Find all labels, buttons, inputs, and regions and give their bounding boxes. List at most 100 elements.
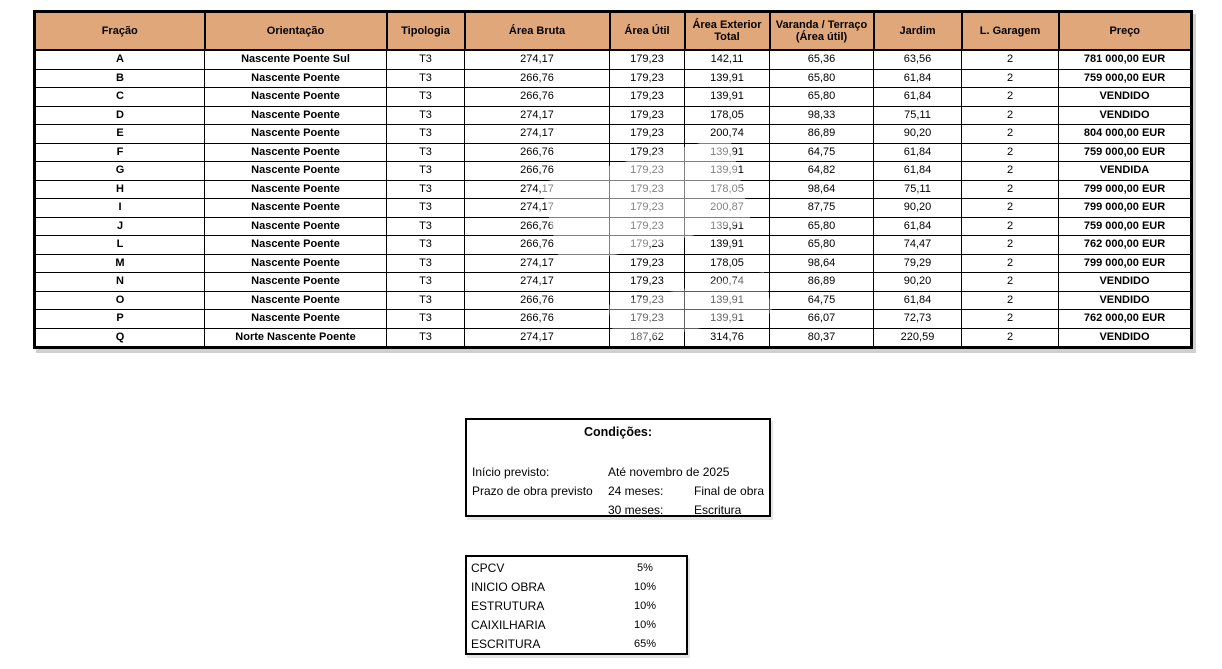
cell-area-util: 179,23 [609, 68, 685, 88]
cell-preco: VENDIDA [1058, 161, 1192, 181]
cell-l-garagem: 2 [961, 142, 1059, 162]
cell-orientacao: Nascente Poente [204, 142, 387, 162]
cell-area-exterior-total: 200,74 [684, 272, 770, 292]
payment-value: 10% [633, 581, 657, 593]
payment-label: ESTRUTURA [471, 599, 545, 613]
cell-tipologia: T3 [386, 272, 465, 292]
cell-l-garagem: 2 [961, 87, 1059, 107]
cell-jardim: 61,84 [873, 161, 962, 181]
cell-fracao: M [34, 253, 205, 273]
cell-area-exterior-total: 139,91 [684, 290, 770, 310]
cell-area-bruta: 274,17 [464, 327, 610, 348]
cell-area-exterior-total: 314,76 [684, 327, 770, 348]
cell-area-exterior-total: 178,05 [684, 179, 770, 199]
condition-value: Até novembro de 2025 [608, 465, 730, 479]
table-row: F Nascente Poente T3 266,76 179,23 139,91 64,7… [34, 142, 1192, 162]
cell-fracao: G [34, 161, 205, 181]
cell-area-util: 179,23 [609, 124, 685, 144]
cell-fracao: B [34, 68, 205, 88]
cell-orientacao: Nascente Poente [204, 253, 387, 273]
cell-orientacao: Nascente Poente [204, 68, 387, 88]
cell-orientacao: Nascente Poente Sul [204, 49, 387, 70]
conditions-title: Condições: [583, 425, 653, 439]
cell-tipologia: T3 [386, 124, 465, 144]
cell-fracao: D [34, 105, 205, 125]
cell-area-bruta: 274,17 [464, 105, 610, 125]
cell-l-garagem: 2 [961, 290, 1059, 310]
cell-l-garagem: 2 [961, 49, 1059, 70]
cell-orientacao: Nascente Poente [204, 198, 387, 218]
cell-fracao: I [34, 198, 205, 218]
cell-area-util: 179,23 [609, 161, 685, 181]
cell-area-exterior-total: 139,91 [684, 309, 770, 329]
cell-tipologia: T3 [386, 68, 465, 88]
table-row: M Nascente Poente T3 274,17 179,23 178,05 98,6… [34, 253, 1192, 273]
cell-area-exterior-total: 200,87 [684, 198, 770, 218]
condition-extra: Final de obra [694, 484, 765, 498]
table-row: J Nascente Poente T3 266,76 179,23 139,91 65,8… [34, 216, 1192, 236]
condition-extra: Escritura [694, 503, 742, 517]
conditions-box: Condições: Início previsto: Até novembro… [465, 418, 771, 517]
cell-tipologia: T3 [386, 179, 465, 199]
cell-preco: 804 000,00 EUR [1058, 124, 1192, 144]
cell-varanda-terraco: 87,75 [769, 198, 874, 218]
cell-area-exterior-total: 139,91 [684, 161, 770, 181]
cell-orientacao: Norte Nascente Poente [204, 327, 387, 348]
cell-area-util: 179,23 [609, 105, 685, 125]
cell-area-exterior-total: 139,91 [684, 235, 770, 255]
header-area-exterior-total: Área Exterior Total [683, 10, 771, 51]
cell-jardim: 61,84 [873, 142, 962, 162]
table-row: E Nascente Poente T3 274,17 179,23 200,74 86,8… [34, 124, 1192, 144]
cell-area-bruta: 266,76 [464, 87, 610, 107]
cell-area-util: 179,23 [609, 272, 685, 292]
cell-fracao: P [34, 309, 205, 329]
cell-tipologia: T3 [386, 49, 465, 70]
payments-box: CPCV 5% INICIO OBRA 10% ESTRUTURA 10% CAIXILHA… [465, 555, 688, 655]
cell-area-util: 179,23 [609, 179, 685, 199]
cell-area-bruta: 266,76 [464, 309, 610, 329]
cell-area-bruta: 274,17 [464, 124, 610, 144]
cell-fracao: L [34, 235, 205, 255]
conditions-row: 30 meses: Escritura [472, 501, 769, 520]
cell-area-util: 179,23 [609, 87, 685, 107]
payment-row: ESTRUTURA 10% [467, 597, 686, 616]
cell-preco: 759 000,00 EUR [1058, 216, 1192, 236]
cell-tipologia: T3 [386, 105, 465, 125]
cell-orientacao: Nascente Poente [204, 216, 387, 236]
cell-area-util: 179,23 [609, 290, 685, 310]
cell-area-bruta: 274,17 [464, 253, 610, 273]
cell-tipologia: T3 [386, 253, 465, 273]
conditions-row: Início previsto: Até novembro de 2025 [472, 463, 769, 482]
payment-value: 5% [637, 562, 653, 574]
cell-jardim: 61,84 [873, 87, 962, 107]
cell-l-garagem: 2 [961, 253, 1059, 273]
cell-preco: 799 000,00 EUR [1058, 198, 1192, 218]
condition-value: 24 meses: [608, 484, 664, 498]
cell-preco: 799 000,00 EUR [1058, 179, 1192, 199]
cell-preco: VENDIDO [1058, 87, 1192, 107]
header-varanda-terraco: Varanda / Terraço (Área útil) [768, 10, 875, 51]
header-area-util: Área Útil [608, 10, 686, 51]
condition-extra [694, 463, 769, 482]
cell-l-garagem: 2 [961, 216, 1059, 236]
cell-area-util: 179,23 [609, 198, 685, 218]
cell-l-garagem: 2 [961, 68, 1059, 88]
price-table: Fração Orientação Tipologia Área Bruta Área … [33, 10, 1193, 349]
cell-varanda-terraco: 65,80 [769, 68, 874, 88]
cell-fracao: H [34, 179, 205, 199]
table-row: P Nascente Poente T3 266,76 179,23 139,91 66,0… [34, 309, 1192, 329]
table-row: D Nascente Poente T3 274,17 179,23 178,05 98,3… [34, 105, 1192, 125]
cell-preco: 759 000,00 EUR [1058, 142, 1192, 162]
cell-area-bruta: 274,17 [464, 179, 610, 199]
cell-varanda-terraco: 64,75 [769, 142, 874, 162]
conditions-row: Prazo de obra previsto 24 meses: Final d… [472, 482, 769, 501]
cell-varanda-terraco: 64,82 [769, 161, 874, 181]
payment-row: CAIXILHARIA 10% [467, 616, 686, 635]
cell-varanda-terraco: 65,80 [769, 87, 874, 107]
cell-fracao: O [34, 290, 205, 310]
cell-area-exterior-total: 139,91 [684, 142, 770, 162]
cell-varanda-terraco: 98,33 [769, 105, 874, 125]
cell-orientacao: Nascente Poente [204, 290, 387, 310]
cell-fracao: C [34, 87, 205, 107]
